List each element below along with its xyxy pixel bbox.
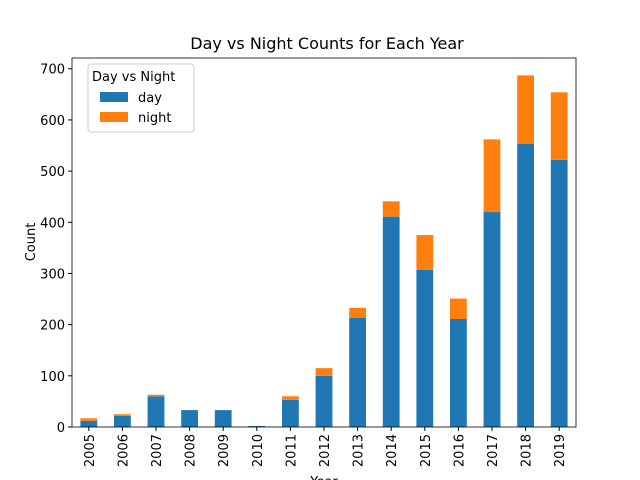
bar-segment xyxy=(147,396,165,427)
bar-segment xyxy=(483,212,501,427)
x-tick-label: 2012 xyxy=(318,434,333,467)
x-axis-label: Year xyxy=(309,475,338,480)
bar-segment xyxy=(349,307,366,318)
y-tick-label: 100 xyxy=(40,370,65,385)
x-tick-label: 2017 xyxy=(486,434,501,467)
bar-segment xyxy=(282,399,299,427)
x-tick-label: 2007 xyxy=(150,434,165,467)
x-tick-label: 2019 xyxy=(553,434,568,467)
bar-segment xyxy=(80,418,98,421)
x-tick-label: 2010 xyxy=(251,434,266,467)
y-tick-label: 500 xyxy=(40,165,65,180)
bar-segment xyxy=(450,319,467,427)
chart-title: Day vs Night Counts for Each Year xyxy=(190,34,464,53)
legend-label: day xyxy=(138,91,162,106)
bar-segment xyxy=(382,216,400,427)
y-tick-label: 600 xyxy=(40,114,65,129)
y-axis-label: Count xyxy=(24,223,39,262)
axes-frame xyxy=(71,57,577,428)
y-tick-label: 200 xyxy=(40,319,65,334)
bar-segment xyxy=(416,235,434,270)
legend-label: night xyxy=(138,111,171,126)
bar-segment xyxy=(80,420,98,427)
y-tick-label: 0 xyxy=(57,421,65,436)
bar-segment xyxy=(114,414,131,416)
x-tick-label: 2009 xyxy=(217,434,232,467)
bar-segment xyxy=(315,375,333,427)
bar-segment xyxy=(349,317,366,427)
bar-segment xyxy=(315,368,333,376)
bar-segment xyxy=(550,159,568,427)
bar-segment xyxy=(517,143,534,427)
bar-segment xyxy=(147,394,165,397)
bar-segment xyxy=(382,201,400,217)
bar-segment xyxy=(181,410,198,427)
y-tick-label: 700 xyxy=(40,63,65,78)
bar-segment xyxy=(114,415,131,427)
x-tick-label: 2006 xyxy=(116,434,131,467)
x-tick-label: 2005 xyxy=(83,434,98,467)
bar-segment xyxy=(517,75,534,144)
bar-segment xyxy=(248,425,266,427)
bar-segment xyxy=(483,139,501,213)
x-tick-label: 2016 xyxy=(452,434,467,467)
bar-segment xyxy=(550,92,568,160)
x-tick-label: 2008 xyxy=(184,434,199,467)
y-tick-label: 400 xyxy=(40,216,65,231)
x-tick-label: 2014 xyxy=(385,434,400,467)
y-tick-label: 300 xyxy=(40,267,65,282)
legend-swatch xyxy=(100,112,128,122)
bar-segment xyxy=(450,298,467,320)
legend-title: Day vs Night xyxy=(92,70,175,85)
x-tick-label: 2013 xyxy=(352,434,367,467)
bar-segment xyxy=(214,410,232,427)
bar-segment xyxy=(416,269,434,427)
x-tick-label: 2018 xyxy=(520,434,535,467)
bar-segment xyxy=(282,396,299,400)
x-tick-label: 2015 xyxy=(419,434,434,467)
legend-swatch xyxy=(100,92,128,102)
x-tick-label: 2011 xyxy=(284,434,299,467)
